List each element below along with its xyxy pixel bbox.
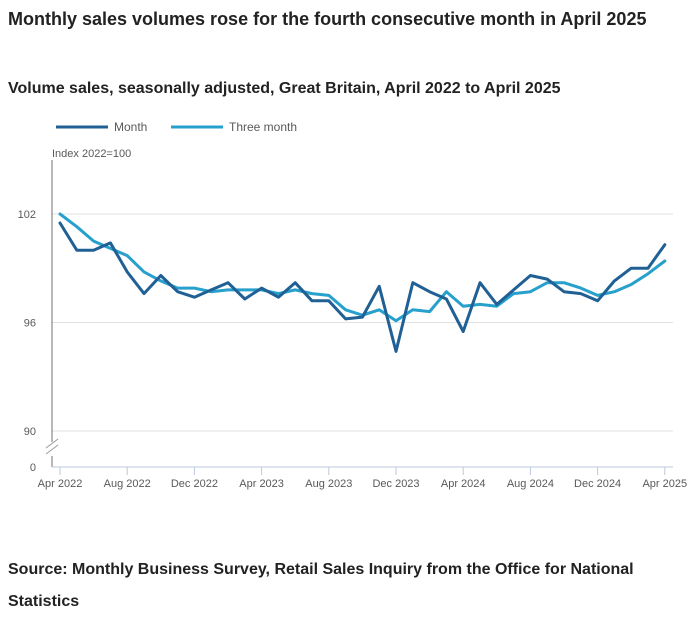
series-group (58, 212, 667, 353)
legend-item-month: Month (56, 120, 147, 134)
axis-break-mark (45, 444, 59, 455)
x-tick-label: Apr 2022 (38, 478, 83, 490)
x-tick-label: Aug 2024 (507, 478, 554, 490)
y-tick-label-0: 0 (30, 462, 36, 474)
x-tick-label: Dec 2022 (171, 478, 218, 490)
x-tick-label: Dec 2023 (372, 478, 419, 490)
y-tick-label-90: 90 (24, 426, 36, 438)
series-line-three-month (58, 212, 667, 323)
x-tick-label: Apr 2024 (441, 478, 486, 490)
line-chart: Month Three month Index 2022=100 102 96 90 0… (18, 120, 687, 490)
x-tick-label: Dec 2024 (574, 478, 621, 490)
axis-break-mark (45, 438, 59, 449)
x-tick-label: Aug 2022 (104, 478, 151, 490)
y-tick-label-96: 96 (24, 317, 36, 329)
legend-label: Month (114, 120, 147, 134)
x-tick-label: Aug 2023 (305, 478, 352, 490)
gridlines (52, 213, 673, 432)
legend-item-three-month: Three month (171, 120, 297, 134)
series-line-month (58, 221, 667, 353)
source-note: Source: Monthly Business Survey, Retail … (8, 561, 634, 610)
chart-title: Monthly sales volumes rose for the fourt… (8, 9, 647, 29)
legend: Month Three month (56, 120, 297, 134)
y-axis-unit-label: Index 2022=100 (52, 148, 131, 160)
chart-subtitle: Volume sales, seasonally adjusted, Great… (8, 80, 561, 97)
legend-label: Three month (229, 120, 297, 134)
y-tick-label-102: 102 (18, 209, 36, 221)
x-tick-label: Apr 2023 (239, 478, 284, 490)
x-tick-label: Apr 2025 (642, 478, 687, 490)
